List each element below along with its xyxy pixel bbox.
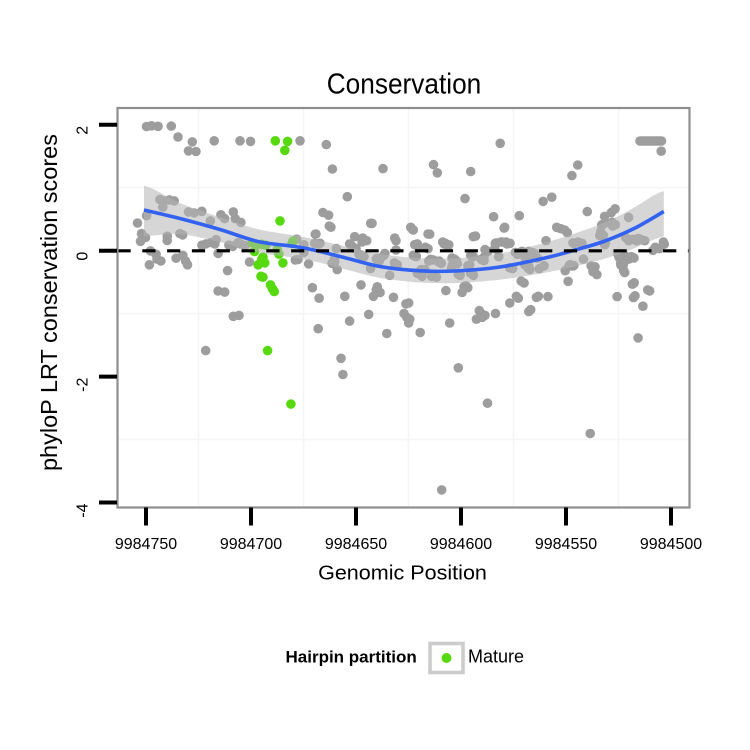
svg-text:Genomic Position: Genomic Position [318,562,487,584]
svg-text:Hairpin partition: Hairpin partition [286,648,417,667]
svg-text:2: 2 [75,126,92,135]
svg-text:-4: -4 [75,503,92,517]
svg-text:9984550: 9984550 [535,536,597,553]
svg-text:9984700: 9984700 [220,536,282,553]
svg-text:Mature: Mature [468,647,524,667]
svg-text:9984750: 9984750 [115,536,177,553]
svg-text:Conservation: Conservation [327,67,482,100]
svg-text:phyloP LRT conservation scores: phyloP LRT conservation scores [36,134,62,471]
svg-text:9984500: 9984500 [640,536,702,553]
svg-text:9984600: 9984600 [430,536,492,553]
svg-text:9984650: 9984650 [325,536,387,553]
svg-text:-2: -2 [75,378,92,392]
svg-text:0: 0 [75,252,92,261]
